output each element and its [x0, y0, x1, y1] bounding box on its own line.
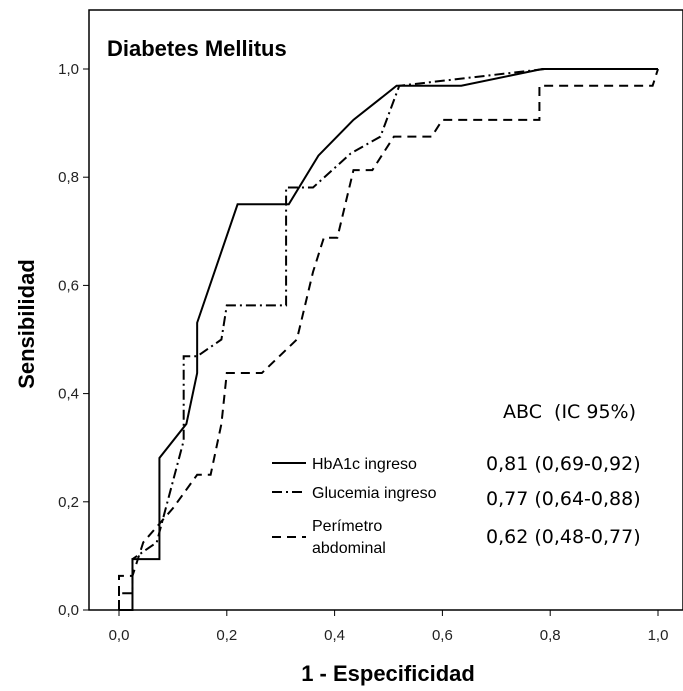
x-tick-label: 0,8 [540, 627, 561, 644]
x-tick-label: 0,0 [109, 627, 130, 644]
x-axis-label: 1 - Especificidad [301, 661, 475, 686]
y-axis-label: Sensibilidad [14, 259, 39, 389]
legend-box [256, 449, 476, 571]
auc-header: ABC (IC 95%) [503, 401, 636, 423]
x-axis: 0,0 0,2 0,4 0,6 0,8 1,0 [109, 610, 669, 644]
legend-label-perimetro-2: abdominal [312, 540, 386, 557]
legend-label-glucemia: Glucemia ingreso [312, 485, 437, 502]
series-line-0 [119, 68, 658, 611]
series-line-1 [118, 68, 658, 610]
series-layer [118, 68, 659, 611]
y-tick-label: 0,6 [58, 277, 79, 294]
auc-table: ABC (IC 95%) 0,81 (0,69-0,92) 0,77 (0,64… [486, 401, 641, 548]
x-tick-label: 1,0 [648, 627, 669, 644]
auc-row-perimetro: 0,62 (0,48-0,77) [486, 526, 641, 548]
x-tick-label: 0,4 [324, 627, 345, 644]
chart-title: Diabetes Mellitus [107, 36, 287, 61]
legend-label-perimetro-1: Perímetro [312, 518, 382, 535]
y-tick-label: 0,4 [58, 386, 79, 403]
y-axis: 0,0 0,2 0,4 0,6 0,8 1,0 [58, 61, 89, 619]
legend: HbA1c ingreso Glucemia ingreso Perímetro… [256, 449, 476, 571]
y-tick-label: 0,0 [58, 602, 79, 619]
x-tick-label: 0,6 [432, 627, 453, 644]
y-tick-label: 0,8 [58, 169, 79, 186]
y-tick-label: 0,2 [58, 494, 79, 511]
series-line-2 [118, 68, 659, 610]
auc-row-hba1c: 0,81 (0,69-0,92) [486, 453, 641, 475]
x-tick-label: 0,2 [216, 627, 237, 644]
y-tick-label: 1,0 [58, 61, 79, 78]
legend-label-hba1c: HbA1c ingreso [312, 456, 417, 473]
auc-row-glucemia: 0,77 (0,64-0,88) [486, 488, 641, 510]
